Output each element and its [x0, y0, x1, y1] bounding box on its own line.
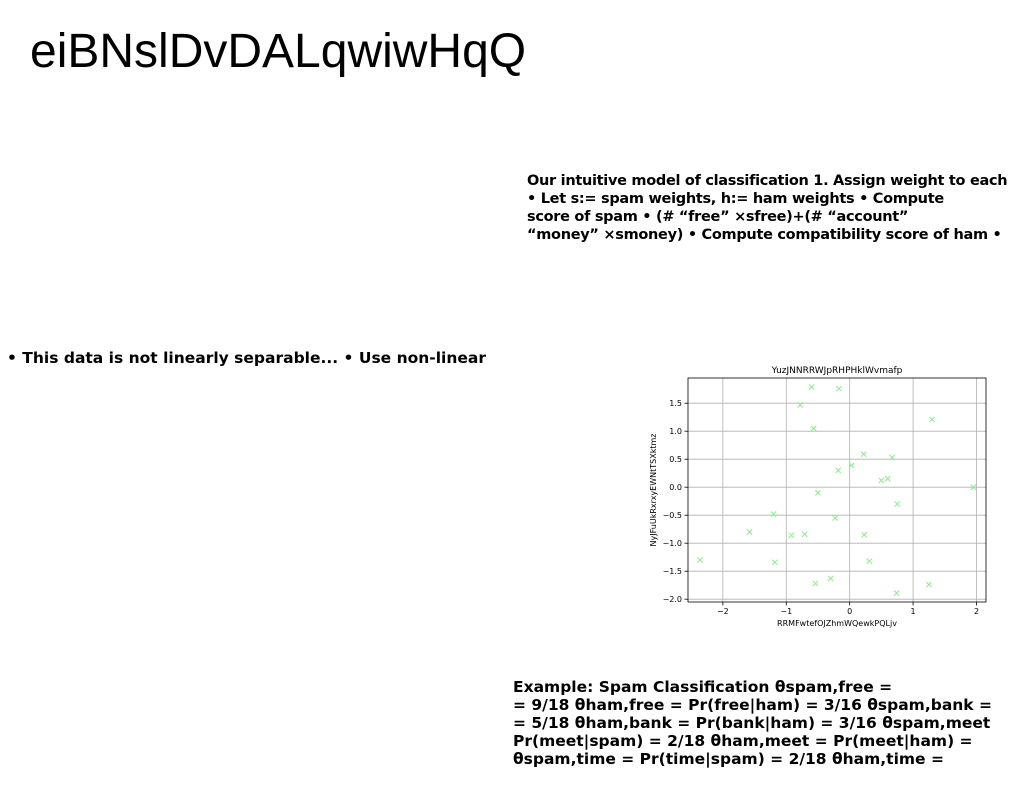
scatter-chart-svg: −2 −1 0 1 2 −2.0 −1.5 −1.0 −0.5 0.0 0.5 1.0 1.5 Yuz… [649, 366, 987, 628]
y-tick-label: 1.0 [669, 427, 682, 436]
y-tick-label: 0.5 [669, 455, 682, 464]
y-tick-label: −1.5 [663, 567, 682, 576]
data-point [878, 477, 885, 484]
chart-points [697, 383, 977, 597]
spam-example-text: Example: Spam Classification θspam,free … [513, 678, 993, 768]
x-tick-label: 2 [974, 607, 979, 616]
x-tick-label: −2 [717, 607, 729, 616]
data-point [814, 489, 821, 496]
chart-grid [688, 378, 986, 602]
data-point [797, 401, 804, 408]
classification-model-text: Our intuitive model of classification 1.… [527, 173, 1008, 243]
data-point [746, 529, 753, 535]
data-point [894, 501, 901, 507]
data-point [801, 531, 808, 538]
data-point [827, 575, 834, 582]
x-tick-label: 1 [911, 607, 916, 616]
data-point [884, 475, 891, 482]
y-axis-label: NyJFuUkRxrxyEWNtTSXktmz [649, 434, 658, 547]
data-point [889, 454, 896, 461]
x-axis-ticks: −2 −1 0 1 2 [717, 602, 979, 616]
data-point [970, 484, 977, 491]
data-point [861, 531, 868, 538]
data-point [810, 425, 817, 432]
y-axis-ticks: −2.0 −1.5 −1.0 −0.5 0.0 0.5 1.0 1.5 [663, 399, 688, 604]
data-point [788, 532, 795, 539]
data-point [808, 383, 815, 390]
y-tick-label: −0.5 [663, 511, 682, 520]
separability-note: • This data is not linearly separable...… [7, 349, 487, 367]
x-tick-label: −1 [780, 607, 792, 616]
data-point [848, 462, 855, 469]
x-tick-label: 0 [847, 607, 852, 616]
data-point [835, 467, 842, 474]
data-point [929, 416, 936, 423]
data-point [697, 557, 704, 563]
x-axis-label: RRMFwtefOJZhmWQewkPQLjv [777, 619, 897, 628]
data-point [866, 558, 873, 565]
data-point [860, 451, 867, 458]
scatter-chart: −2 −1 0 1 2 −2.0 −1.5 −1.0 −0.5 0.0 0.5 1.0 1.5 Yuz… [642, 360, 992, 632]
y-tick-label: −2.0 [663, 595, 682, 604]
plot-frame [687, 377, 987, 603]
page-title: eiBNslDvDALqwiwHqQ [30, 25, 527, 78]
y-tick-label: 0.0 [669, 483, 682, 492]
data-point [812, 580, 819, 587]
y-tick-label: 1.5 [669, 399, 682, 408]
data-point [925, 581, 932, 588]
chart-title: YuzJNNRRWJpRHPHklWvmafp [771, 366, 903, 376]
data-point [893, 590, 900, 597]
data-point [835, 385, 842, 392]
y-tick-label: −1.0 [663, 539, 682, 548]
data-point [771, 559, 778, 566]
data-point [770, 511, 777, 518]
data-point [832, 515, 839, 521]
